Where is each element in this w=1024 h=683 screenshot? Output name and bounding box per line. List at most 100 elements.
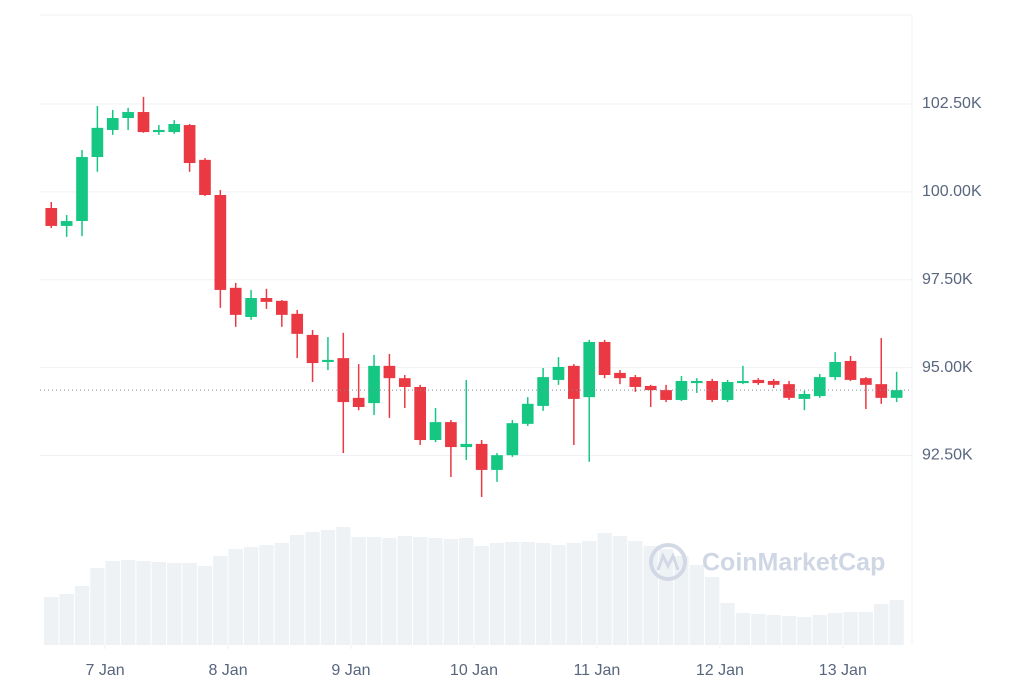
candle-body xyxy=(644,385,657,391)
volume-bar xyxy=(44,597,59,645)
candle-body xyxy=(368,365,380,404)
candle-body xyxy=(583,341,596,398)
y-tick-label: 95.00K xyxy=(922,359,973,376)
y-tick-label: 102.50K xyxy=(922,95,982,112)
candle-body xyxy=(337,358,350,403)
candle-body xyxy=(229,287,242,315)
x-tick-label: 12 Jan xyxy=(696,662,744,679)
volume-bar xyxy=(197,566,213,645)
volume-bar xyxy=(305,532,320,645)
volume-bar xyxy=(520,542,535,645)
volume-bar xyxy=(120,560,136,645)
volume-bar xyxy=(151,562,167,645)
watermark-logo xyxy=(649,543,687,581)
candle-body xyxy=(614,372,626,379)
volume-bar xyxy=(720,603,735,645)
volume-bar xyxy=(566,543,582,645)
candle-body xyxy=(629,377,642,387)
y-tick-label: 97.50K xyxy=(922,271,973,288)
candle-body xyxy=(291,313,304,334)
candle-body xyxy=(475,443,488,470)
volume-bar xyxy=(597,533,612,645)
candle-body xyxy=(245,298,257,317)
volume-bar xyxy=(505,542,520,645)
candle-body xyxy=(306,334,319,364)
volume-bar xyxy=(751,614,766,645)
candle-body xyxy=(322,359,334,362)
volume-bar xyxy=(674,556,689,645)
volume-bar xyxy=(689,565,705,645)
candle-body xyxy=(168,123,181,133)
candle-body xyxy=(445,422,457,448)
candle-body xyxy=(460,443,473,448)
volume-bar xyxy=(351,537,366,645)
volume-bar xyxy=(889,600,904,645)
volume-bar xyxy=(843,612,858,645)
x-tick-label: 13 Jan xyxy=(819,662,867,679)
candle-body xyxy=(153,129,165,133)
candle-body xyxy=(890,390,903,398)
volume-bar xyxy=(274,543,290,645)
volume-bar xyxy=(474,546,489,645)
volume-bar xyxy=(582,541,597,645)
candle-body xyxy=(45,208,58,226)
volume-bar xyxy=(412,537,428,645)
candle-body xyxy=(537,377,549,406)
volume-bar xyxy=(290,535,305,645)
volume-bar xyxy=(182,563,197,645)
volume-bar xyxy=(612,536,628,645)
x-tick-label: 10 Jan xyxy=(450,662,498,679)
candle-body xyxy=(829,361,841,378)
volume-bar xyxy=(705,577,720,645)
candle-body xyxy=(521,403,534,424)
candle-body xyxy=(675,380,688,400)
x-tick-label: 8 Jan xyxy=(208,662,247,679)
candle-body xyxy=(137,112,150,133)
watermark: CoinMarketCap xyxy=(702,549,885,577)
candle-body xyxy=(214,195,227,290)
volume-bar xyxy=(59,594,74,645)
volume-bar xyxy=(797,617,812,645)
volume-bar xyxy=(259,545,274,645)
volume-bar xyxy=(628,541,643,645)
x-tick-label: 9 Jan xyxy=(331,662,370,679)
volume-bar xyxy=(320,530,336,645)
candle-body xyxy=(122,112,134,119)
candle-body xyxy=(383,365,396,379)
volume-bar xyxy=(812,615,827,645)
volume-bar xyxy=(366,537,382,645)
volume-bar xyxy=(827,613,843,645)
candle-body xyxy=(568,365,580,399)
candle-body xyxy=(106,118,119,130)
y-tick-label: 92.50K xyxy=(922,447,973,464)
candle-body xyxy=(721,382,734,400)
volume-bar xyxy=(382,538,397,645)
candle-body xyxy=(91,127,104,158)
candle-body xyxy=(183,125,196,164)
volume-bar xyxy=(766,615,781,645)
volume-bar xyxy=(136,561,151,645)
candle-body xyxy=(199,159,211,195)
candle-body xyxy=(260,298,273,302)
volume-bar xyxy=(735,613,751,645)
volume-bar xyxy=(90,568,105,645)
y-tick-label: 100.00K xyxy=(922,183,982,200)
candle-body xyxy=(398,378,411,387)
candle-body xyxy=(60,221,73,226)
volume-bar xyxy=(535,543,551,645)
candle-body xyxy=(429,422,442,441)
volume-bar xyxy=(551,545,566,645)
volume-bar xyxy=(105,561,120,645)
x-tick-label: 11 Jan xyxy=(573,662,620,679)
candle-body xyxy=(844,360,857,380)
volume-bar xyxy=(489,543,505,645)
candle-body xyxy=(767,380,780,385)
volume-bar xyxy=(858,612,874,645)
candle-body xyxy=(690,380,703,384)
candle-body xyxy=(798,393,811,399)
x-tick-label: 7 Jan xyxy=(85,662,124,679)
volume-bar xyxy=(336,527,351,645)
volume-bar xyxy=(397,536,412,645)
candle-body xyxy=(598,341,611,375)
